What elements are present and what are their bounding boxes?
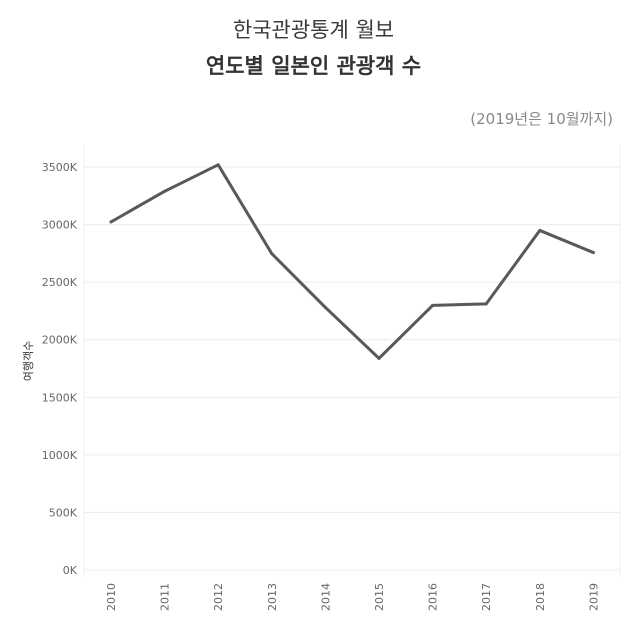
series-line: [109, 163, 595, 360]
data-point: [484, 302, 488, 306]
y-tick-label: 3500K: [42, 161, 78, 174]
data-point: [538, 228, 542, 232]
x-tick-label: 2013: [266, 583, 279, 611]
grid-lines: [83, 145, 621, 578]
y-tick-label: 3000K: [42, 219, 78, 232]
y-tick-label: 2500K: [42, 276, 78, 289]
x-tick-label: 2012: [212, 583, 225, 611]
data-point: [216, 163, 220, 167]
x-tick-label: 2014: [319, 583, 332, 611]
y-tick-label: 1500K: [42, 391, 78, 404]
data-point: [270, 252, 274, 256]
data-point: [377, 356, 381, 360]
data-point: [109, 220, 113, 224]
data-point: [163, 189, 167, 193]
chart-note: (2019년은 10월까지): [470, 110, 613, 128]
x-axis-ticks: 2010 2011 2012 2013 2014 2015 2016 2017 2018 2019: [105, 583, 600, 611]
x-tick-label: 2016: [427, 583, 440, 611]
chart-supertitle: 한국관광통계 월보: [232, 18, 395, 42]
data-point: [431, 303, 435, 307]
x-tick-label: 2018: [534, 583, 547, 611]
x-tick-label: 2010: [105, 583, 118, 611]
data-point: [323, 305, 327, 309]
x-tick-label: 2019: [587, 583, 600, 611]
data-point: [591, 251, 595, 255]
y-tick-label: 0K: [63, 564, 78, 577]
chart-title: 연도별 일본인 관광객 수: [205, 54, 422, 78]
y-tick-label: 1000K: [42, 449, 78, 462]
y-tick-label: 2000K: [42, 334, 78, 347]
series-group: [109, 163, 595, 360]
x-tick-label: 2017: [480, 583, 493, 611]
y-tick-label: 500K: [49, 506, 78, 519]
x-tick-label: 2011: [159, 583, 172, 611]
y-axis-ticks: 0K 500K 1000K 1500K 2000K 2500K 3000K 3500K: [42, 161, 78, 577]
x-tick-label: 2015: [373, 583, 386, 611]
